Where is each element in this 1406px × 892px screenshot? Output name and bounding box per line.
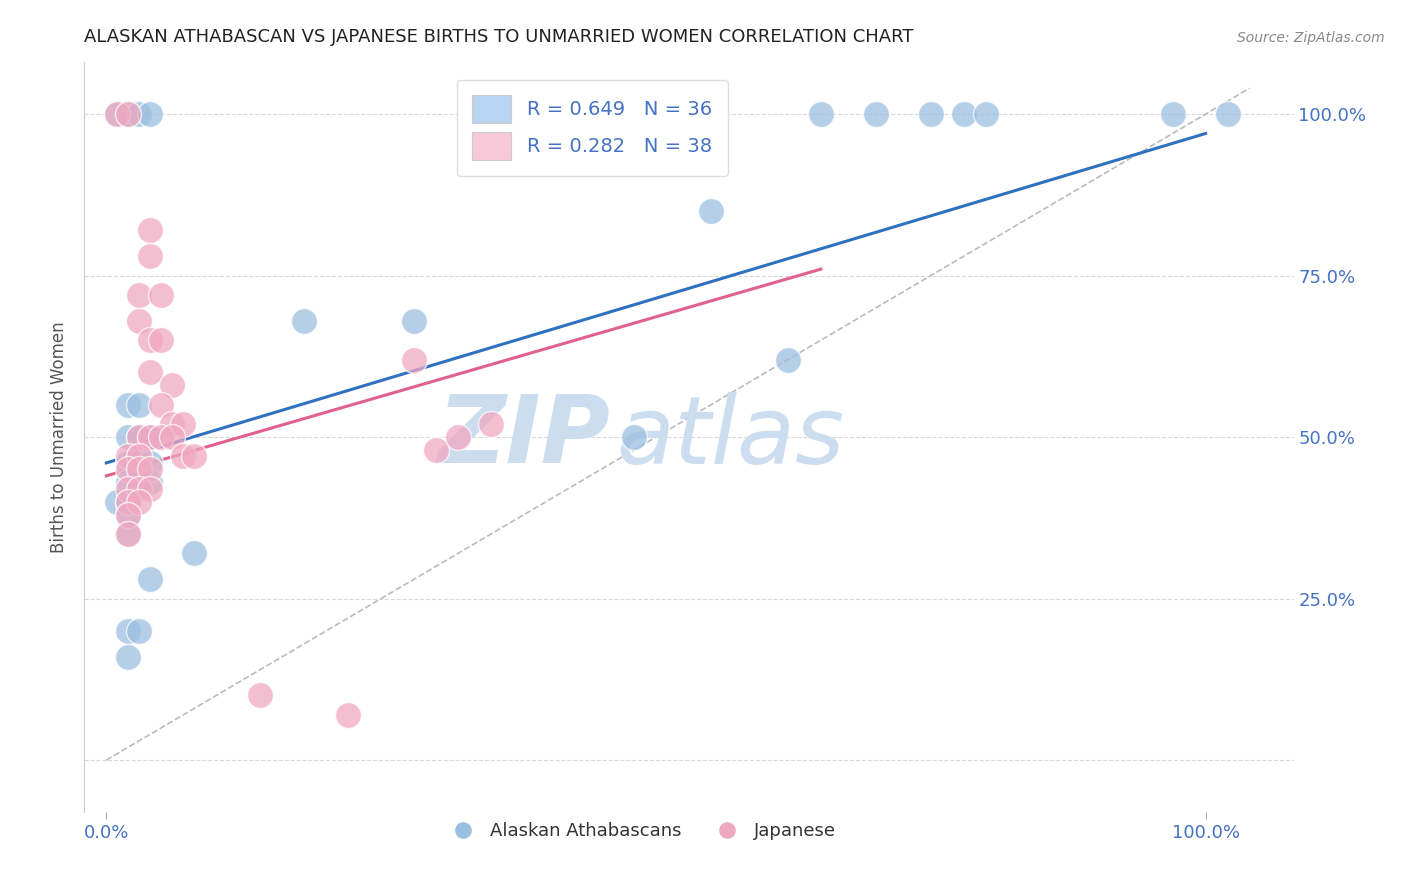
Point [162,417,184,432]
Point [117,462,139,476]
Point [1161,107,1184,121]
Point [139,366,162,380]
Point [139,249,162,263]
Point [128,314,150,328]
Point [920,107,942,121]
Point [404,314,426,328]
Point [139,333,162,347]
Point [150,333,173,347]
Point [128,475,150,490]
Point [139,572,162,586]
Point [128,430,150,444]
Point [337,707,360,722]
Point [150,288,173,302]
Point [404,352,426,367]
Point [183,450,205,464]
Point [172,417,194,432]
Point [139,475,162,490]
Point [183,546,205,560]
Point [128,430,150,444]
Point [117,508,139,522]
Point [117,649,139,664]
Point [139,430,162,444]
Point [776,352,799,367]
Point [128,494,150,508]
Point [479,417,502,432]
Point [139,482,162,496]
Point [105,107,128,121]
Point [128,398,150,412]
Point [865,107,887,121]
Point [700,204,723,219]
Point [292,314,315,328]
Point [117,494,139,508]
Point [128,482,150,496]
Point [105,107,128,121]
Point [162,378,184,392]
Point [810,107,832,121]
Text: ZIP: ZIP [437,391,610,483]
Point [117,494,139,508]
Point [117,475,139,490]
Point [425,442,447,457]
Point [128,624,150,638]
Y-axis label: Births to Unmarried Women: Births to Unmarried Women [49,321,67,553]
Point [117,482,139,496]
Point [128,450,150,464]
Point [447,430,470,444]
Point [139,107,162,121]
Point [128,288,150,302]
Point [172,450,194,464]
Point [128,462,150,476]
Point [117,527,139,541]
Point [139,456,162,470]
Point [117,430,139,444]
Point [974,107,997,121]
Point [128,456,150,470]
Point [117,527,139,541]
Text: ALASKAN ATHABASCAN VS JAPANESE BIRTHS TO UNMARRIED WOMEN CORRELATION CHART: ALASKAN ATHABASCAN VS JAPANESE BIRTHS TO… [84,28,914,45]
Point [117,456,139,470]
Point [117,624,139,638]
Point [249,689,271,703]
Point [139,223,162,237]
Point [1216,107,1239,121]
Point [162,430,184,444]
Legend: Alaskan Athabascans, Japanese: Alaskan Athabascans, Japanese [437,815,844,847]
Text: atlas: atlas [616,392,845,483]
Point [117,450,139,464]
Point [952,107,974,121]
Point [139,462,162,476]
Point [623,430,645,444]
Point [105,494,128,508]
Point [117,508,139,522]
Point [139,430,162,444]
Point [150,430,173,444]
Point [117,107,139,121]
Point [117,107,139,121]
Point [128,107,150,121]
Point [150,398,173,412]
Point [117,398,139,412]
Text: Source: ZipAtlas.com: Source: ZipAtlas.com [1237,31,1385,45]
